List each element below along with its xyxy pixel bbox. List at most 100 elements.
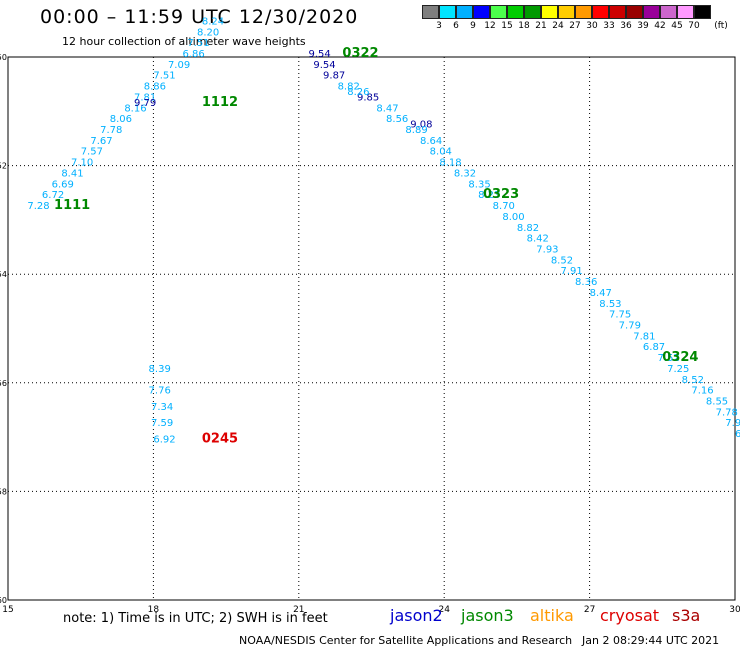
- color-swatch: [558, 5, 575, 19]
- swh-data-label: 7.78: [100, 125, 122, 136]
- swh-data-label: 6.92: [153, 435, 175, 446]
- swh-data-label: 8.06: [110, 114, 132, 125]
- swh-data-label: 7.34: [151, 402, 173, 413]
- color-scale-label: 3: [436, 21, 442, 31]
- swh-data-label: 8.47: [590, 288, 612, 299]
- y-tick-label: -50: [0, 53, 7, 62]
- x-tick-label: 30: [729, 605, 740, 615]
- pass-time-label: 1112: [202, 95, 238, 110]
- color-scale-label: 15: [501, 21, 513, 31]
- x-tick-label: 21: [293, 605, 304, 615]
- swh-data-label: 8.42: [527, 234, 549, 245]
- color-scale-label: 45: [671, 21, 683, 31]
- footer-timestamp: Jan 2 08:29:44 UTC 2021: [582, 634, 720, 647]
- color-swatch: [643, 5, 660, 19]
- color-scale-label: 39: [637, 21, 649, 31]
- color-scale-label: 30: [586, 21, 598, 31]
- swh-data-label: 9.54: [308, 49, 330, 60]
- swh-data-label: 8.64: [420, 136, 442, 147]
- x-tick-label: 24: [438, 605, 450, 615]
- swh-data-label: 7.90: [725, 418, 740, 429]
- color-scale-label: 27: [569, 21, 581, 31]
- color-swatch: [575, 5, 592, 19]
- color-scale-label: 36: [620, 21, 632, 31]
- footer-credit: NOAA/NESDIS Center for Satellite Applica…: [239, 634, 573, 647]
- swh-data-label: 7.81: [633, 331, 655, 342]
- swh-data-label: 8.56: [386, 114, 408, 125]
- swh-data-label: 8.26: [347, 87, 369, 98]
- swh-data-label: 8.32: [454, 168, 476, 179]
- color-scale-label: 33: [603, 21, 615, 31]
- swh-data-label: 7.78: [716, 407, 738, 418]
- swh-data-label: 7.76: [149, 386, 171, 397]
- swh-data-label: 7.25: [667, 364, 689, 375]
- swh-data-label: 6.87: [643, 342, 665, 353]
- y-tick-label: -56: [0, 379, 7, 388]
- color-swatch: [541, 5, 558, 19]
- swh-data-label: 6.72: [42, 190, 64, 201]
- color-swatch: [439, 5, 456, 19]
- swh-data-label: 8.53: [599, 299, 621, 310]
- color-scale-unit: (ft): [714, 21, 728, 31]
- swh-data-label: 6.69: [52, 179, 74, 190]
- swh-data-label: 7.28: [27, 201, 49, 212]
- swh-data-label: 8.52: [682, 375, 704, 386]
- note-text: note: 1) Time is in UTC; 2) SWH is in fe…: [63, 611, 328, 626]
- swh-data-label: 8.89: [405, 125, 427, 136]
- satellite-cryosat: cryosat: [600, 606, 660, 625]
- swh-data-label: 7.51: [187, 38, 209, 49]
- swh-data-label: 8.20: [197, 27, 219, 38]
- color-swatch: [473, 5, 490, 19]
- pass-time-label: 0322: [342, 46, 378, 61]
- color-scale-label: 6: [453, 21, 459, 31]
- color-swatch: [694, 5, 711, 19]
- color-swatch: [490, 5, 507, 19]
- color-scale-label: 42: [654, 21, 666, 31]
- plot-frame: [7, 56, 736, 601]
- color-scale-label: 24: [552, 21, 564, 31]
- pass-time-label: 1111: [54, 198, 90, 213]
- color-swatch: [422, 5, 439, 19]
- color-swatch: [524, 5, 541, 19]
- satellite-s3a: s3a: [672, 606, 701, 625]
- color-swatch: [609, 5, 626, 19]
- swh-data-label: 8.23: [478, 190, 500, 201]
- swh-data-label: 8.47: [376, 103, 398, 114]
- color-scale-label: 12: [484, 21, 496, 31]
- swh-data-label: 8.70: [493, 201, 515, 212]
- swh-data-label: 8.41: [61, 168, 83, 179]
- x-tick-label: 27: [584, 605, 595, 615]
- swh-data-label: 6.86: [182, 49, 204, 60]
- y-tick-label: -60: [0, 596, 7, 605]
- swh-data-label: 8.24: [202, 16, 224, 27]
- swh-data-label: 8.18: [439, 158, 461, 169]
- pass-time-label: 0323: [483, 187, 519, 202]
- swh-data-label: 9.54: [313, 60, 335, 71]
- color-scale-label: 9: [470, 21, 476, 31]
- color-swatch: [456, 5, 473, 19]
- color-swatch: [626, 5, 643, 19]
- x-tick-label: 18: [148, 605, 160, 615]
- pass-time-label: 0245: [202, 432, 238, 447]
- pass-time-label: 0324: [662, 350, 698, 365]
- color-swatch: [592, 5, 609, 19]
- swh-data-label: 9.85: [357, 92, 379, 103]
- swh-data-label: 7.79: [619, 321, 641, 332]
- swh-data-label: 7.51: [153, 71, 175, 82]
- swh-data-label: 8.55: [706, 397, 728, 408]
- swh-data-label: 7.09: [168, 60, 190, 71]
- swh-data-label: 7.67: [90, 136, 112, 147]
- satellite-jason3: jason3: [461, 606, 514, 625]
- swh-data-label: 8.82: [517, 223, 539, 234]
- swh-data-label: 7.75: [609, 310, 631, 321]
- swh-data-label: 7.16: [691, 386, 713, 397]
- y-tick-label: -58: [0, 487, 7, 496]
- swh-data-label: 7.10: [71, 158, 93, 169]
- color-scale-label: 21: [535, 21, 547, 31]
- swh-data-label: 7.93: [536, 244, 558, 255]
- swh-data-label: 8.16: [124, 103, 146, 114]
- swh-data-label: 8.36: [575, 277, 597, 288]
- color-scale-label: 70: [688, 21, 700, 31]
- swh-data-label: 8.39: [149, 364, 171, 375]
